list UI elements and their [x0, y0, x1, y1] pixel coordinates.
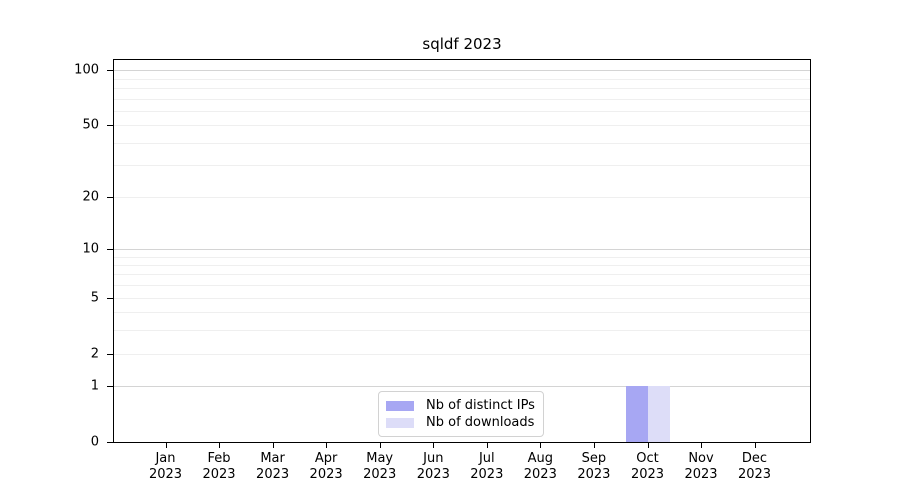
bar-nb-of-downloads — [647, 386, 670, 442]
x-tick-label: Dec 2023 — [738, 451, 771, 483]
y-tick-label: 10 — [82, 241, 99, 257]
x-tick-mark — [540, 443, 542, 448]
x-tick-month: Jan — [155, 451, 176, 466]
y-tick-label: 100 — [74, 62, 99, 78]
x-tick-year: 2023 — [630, 467, 665, 482]
x-tick-month: Jul — [478, 451, 495, 466]
x-tick-mark — [326, 443, 328, 448]
x-tick-year: 2023 — [256, 467, 290, 482]
x-tick-mark — [647, 443, 649, 448]
chart-title: sqldf 2023 — [422, 35, 502, 53]
gridline-minor — [114, 297, 810, 299]
gridline-minor — [114, 312, 810, 314]
gridline-minor — [114, 285, 810, 287]
y-tick-label: 1 — [90, 378, 99, 394]
x-tick-mark — [701, 443, 702, 448]
x-axis: Jan 2023 Feb 2023 Mar 2023 Apr 2023 May 2023 Jun 20… — [114, 443, 810, 493]
plot-area — [113, 59, 811, 443]
gridline-minor — [114, 125, 810, 127]
x-tick-month: Dec — [741, 451, 768, 466]
x-tick-label: Oct 2023 — [631, 451, 664, 483]
gridline-minor — [114, 110, 810, 112]
x-tick-month: Nov — [688, 451, 714, 466]
y-tick-mark — [107, 386, 113, 388]
x-tick-month: Aug — [527, 451, 553, 466]
legend-swatch-downloads — [386, 417, 414, 428]
x-tick-year: 2023 — [684, 467, 718, 482]
x-tick-year: 2023 — [470, 467, 504, 482]
x-tick-label: Aug 2023 — [524, 451, 557, 483]
x-tick-year: 2023 — [523, 467, 557, 482]
x-tick-label: Nov 2023 — [684, 451, 717, 483]
bar-nb-of-distinct-ips — [625, 386, 648, 442]
x-tick-label: May 2023 — [363, 451, 396, 483]
gridline-minor — [114, 87, 810, 89]
y-tick-mark — [107, 297, 113, 299]
x-tick-label: Jan 2023 — [149, 451, 182, 483]
x-tick-year: 2023 — [363, 467, 397, 482]
y-tick-mark — [107, 248, 113, 250]
x-tick-label: Sep 2023 — [577, 451, 610, 483]
y-tick-mark — [107, 125, 113, 127]
gridline-minor — [114, 78, 810, 80]
gridline-minor — [114, 98, 810, 100]
y-tick-label: 5 — [90, 290, 99, 306]
y-tick-mark — [107, 442, 113, 443]
x-tick-mark — [593, 443, 595, 448]
gridline-minor — [114, 142, 810, 144]
gridline-minor — [114, 256, 810, 258]
legend-label-downloads: Nb of downloads — [426, 415, 535, 430]
x-tick-label: Feb 2023 — [202, 451, 235, 483]
y-tick-label: 2 — [90, 346, 99, 361]
x-tick-mark — [379, 443, 381, 448]
y-tick-label: 50 — [82, 117, 99, 133]
y-tick-mark — [107, 196, 113, 198]
x-tick-year: 2023 — [416, 467, 450, 482]
gridline-minor — [114, 196, 810, 198]
x-tick-month: May — [366, 451, 394, 466]
gridline-major — [114, 386, 810, 388]
x-tick-mark — [486, 443, 488, 448]
x-tick-label: Mar 2023 — [256, 451, 289, 483]
x-tick-month: Apr — [314, 451, 338, 466]
legend-label-distinct-ips: Nb of distinct IPs — [426, 398, 535, 413]
x-tick-mark — [754, 443, 756, 448]
gridline-major — [114, 70, 810, 72]
x-tick-year: 2023 — [737, 467, 772, 482]
x-tick-month: Feb — [207, 451, 231, 466]
x-tick-year: 2023 — [309, 467, 343, 482]
x-tick-year: 2023 — [202, 467, 236, 482]
y-axis: 0 1 2 5 10 20 50 100 — [0, 60, 113, 449]
x-tick-year: 2023 — [577, 467, 611, 482]
legend-swatch-distinct-ips — [386, 400, 414, 411]
gridline-minor — [114, 264, 810, 266]
legend: Nb of distinct IPs Nb of downloads — [378, 391, 544, 437]
gridline-minor — [114, 165, 810, 167]
y-tick-mark — [107, 353, 113, 355]
x-tick-mark — [272, 443, 274, 448]
y-tick-label: 20 — [82, 189, 99, 205]
x-tick-mark — [433, 443, 435, 448]
gridline-minor — [114, 330, 810, 332]
y-tick-mark — [107, 70, 113, 72]
legend-item-downloads: Nb of downloads — [386, 416, 536, 429]
y-tick-label: 0 — [90, 434, 99, 450]
x-tick-month: Sep — [581, 451, 607, 466]
gridline-minor — [114, 353, 810, 355]
x-tick-month: Mar — [260, 451, 285, 466]
gridline-major — [114, 248, 810, 250]
x-tick-mark — [219, 443, 220, 448]
x-tick-label: Jul 2023 — [470, 451, 503, 483]
x-tick-month: Jun — [423, 451, 444, 466]
x-tick-mark — [165, 443, 167, 448]
x-tick-label: Apr 2023 — [310, 451, 343, 483]
x-tick-year: 2023 — [148, 467, 183, 482]
x-tick-month: Oct — [636, 451, 659, 466]
gridline-minor — [114, 274, 810, 276]
legend-item-distinct-ips: Nb of distinct IPs — [386, 399, 536, 412]
x-tick-label: Jun 2023 — [417, 451, 450, 483]
